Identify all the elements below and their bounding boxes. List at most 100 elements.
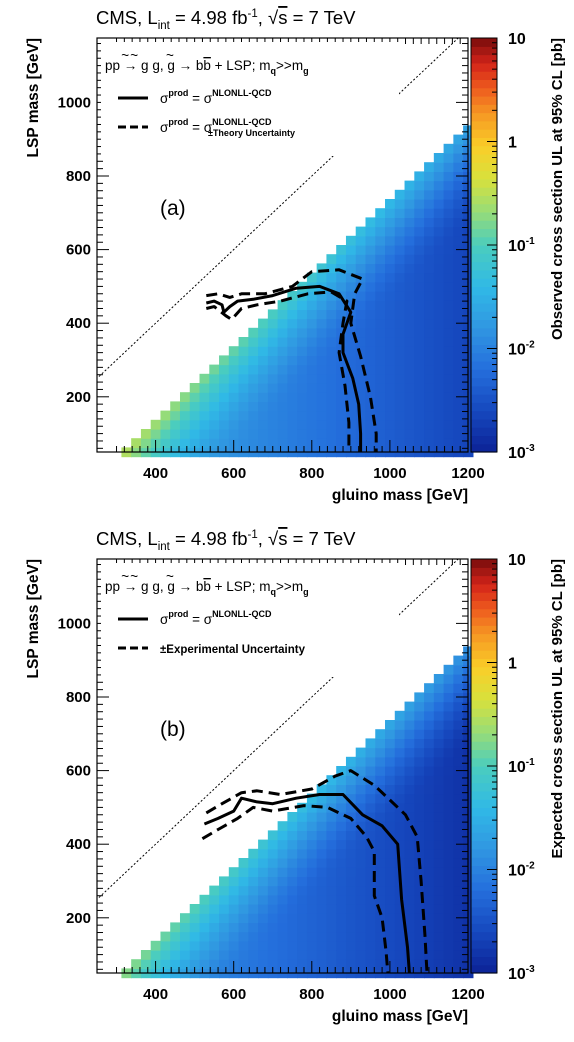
heatmap-cell bbox=[287, 355, 298, 366]
heatmap-cell bbox=[306, 364, 318, 375]
colorbar-band bbox=[471, 129, 497, 138]
heatmap-cell bbox=[365, 272, 376, 283]
heatmap-cell bbox=[345, 346, 357, 356]
heatmap-cell bbox=[424, 821, 435, 831]
heatmap-cell bbox=[414, 894, 425, 905]
heatmap-cell bbox=[365, 410, 376, 421]
heatmap-cell bbox=[258, 346, 269, 356]
tilde-mark: ~ bbox=[166, 48, 174, 63]
colorbar-band bbox=[471, 699, 497, 709]
heatmap-cell bbox=[140, 429, 152, 439]
heatmap-cell bbox=[267, 337, 279, 347]
tilde-mark: ~ bbox=[130, 569, 138, 584]
heatmap-cell bbox=[209, 894, 220, 905]
heatmap-cell bbox=[287, 337, 298, 347]
colorbar-band bbox=[471, 848, 497, 858]
heatmap-cell bbox=[443, 858, 454, 868]
heatmap-cell bbox=[375, 867, 386, 877]
heatmap-cell bbox=[258, 327, 269, 338]
heatmap-cell bbox=[189, 913, 201, 923]
heatmap-cell bbox=[277, 931, 288, 942]
heatmap-cell bbox=[365, 419, 376, 430]
heatmap-cell bbox=[355, 904, 367, 914]
heatmap-cell bbox=[287, 913, 298, 923]
heatmap-cell bbox=[404, 373, 415, 384]
heatmap-cell bbox=[326, 346, 337, 356]
heatmap-cell bbox=[287, 858, 298, 868]
heatmap-cell bbox=[297, 802, 308, 813]
heatmap-cell bbox=[365, 793, 376, 804]
heatmap-cell bbox=[453, 802, 464, 813]
heatmap-cell bbox=[219, 410, 230, 421]
heatmap-cell bbox=[306, 392, 318, 402]
heatmap-cell bbox=[385, 254, 396, 264]
heatmap-cell bbox=[385, 793, 396, 804]
heatmap-cell bbox=[219, 894, 230, 905]
heatmap-cell bbox=[199, 950, 210, 960]
heatmap-cell bbox=[306, 950, 318, 960]
heatmap-cell bbox=[375, 355, 386, 366]
heatmap-cell bbox=[365, 281, 376, 292]
heatmap-cell bbox=[287, 410, 298, 421]
heatmap-cell bbox=[414, 701, 425, 712]
heatmap-cell bbox=[414, 383, 425, 393]
heatmap-cell bbox=[453, 950, 464, 960]
heatmap-cell bbox=[326, 364, 337, 375]
y-tick-label: 1000 bbox=[58, 94, 91, 111]
heatmap-cell bbox=[267, 922, 279, 933]
colorbar-tick-label: 10-2 bbox=[508, 861, 535, 880]
heatmap-cell bbox=[316, 812, 328, 822]
heatmap-cell bbox=[424, 410, 435, 421]
heatmap-cell bbox=[385, 867, 396, 877]
heatmap-cell bbox=[453, 364, 464, 375]
heatmap-cell bbox=[365, 245, 376, 255]
heatmap-cell bbox=[433, 263, 445, 274]
heatmap-cell bbox=[424, 208, 435, 218]
heatmap-cell bbox=[424, 300, 435, 310]
heatmap-cell bbox=[375, 235, 386, 246]
heatmap-cell bbox=[248, 410, 259, 421]
heatmap-cell bbox=[414, 885, 425, 896]
heatmap-cell bbox=[414, 355, 425, 366]
heatmap-cell bbox=[433, 940, 445, 951]
heatmap-cell bbox=[277, 867, 288, 877]
y-tick-label: 1000 bbox=[58, 615, 91, 632]
colorbar-band bbox=[471, 162, 497, 172]
colorbar-tick-label: 1 bbox=[508, 135, 517, 152]
heatmap-cell bbox=[267, 913, 279, 923]
heatmap-cell bbox=[219, 913, 230, 923]
heatmap-cell bbox=[306, 867, 318, 877]
heatmap-cell bbox=[326, 858, 337, 868]
heatmap-cell bbox=[189, 950, 201, 960]
heatmap-cell bbox=[267, 830, 279, 841]
heatmap-cell bbox=[385, 429, 396, 439]
heatmap-cell bbox=[199, 392, 210, 402]
heatmap-cell bbox=[297, 821, 308, 831]
heatmap-cell bbox=[219, 904, 230, 914]
heatmap-cell bbox=[414, 729, 425, 739]
colorbar-band bbox=[471, 906, 497, 916]
heatmap-cell bbox=[404, 254, 415, 264]
heatmap-cell bbox=[170, 931, 181, 942]
heatmap-cell bbox=[424, 720, 435, 730]
heatmap-cell bbox=[170, 429, 181, 439]
heatmap-cell bbox=[414, 931, 425, 942]
heatmap-cell bbox=[345, 775, 357, 785]
heatmap-cell bbox=[424, 858, 435, 868]
heatmap-cell bbox=[179, 931, 191, 942]
heatmap-cell bbox=[385, 199, 396, 209]
heatmap-cell bbox=[365, 913, 376, 923]
colorbar-band bbox=[471, 575, 497, 585]
heatmap-cell bbox=[443, 153, 454, 163]
heatmap-cell bbox=[385, 383, 396, 393]
heatmap-cell bbox=[316, 858, 328, 868]
heatmap-cell bbox=[365, 346, 376, 356]
heatmap-cell bbox=[433, 355, 445, 366]
heatmap-cell bbox=[365, 364, 376, 375]
heatmap-cell bbox=[179, 392, 191, 402]
heatmap-cell bbox=[394, 309, 406, 320]
heatmap-cell bbox=[238, 373, 249, 384]
heatmap-cell bbox=[433, 392, 445, 402]
heatmap-cell bbox=[365, 355, 376, 366]
heatmap-cell bbox=[277, 309, 288, 320]
